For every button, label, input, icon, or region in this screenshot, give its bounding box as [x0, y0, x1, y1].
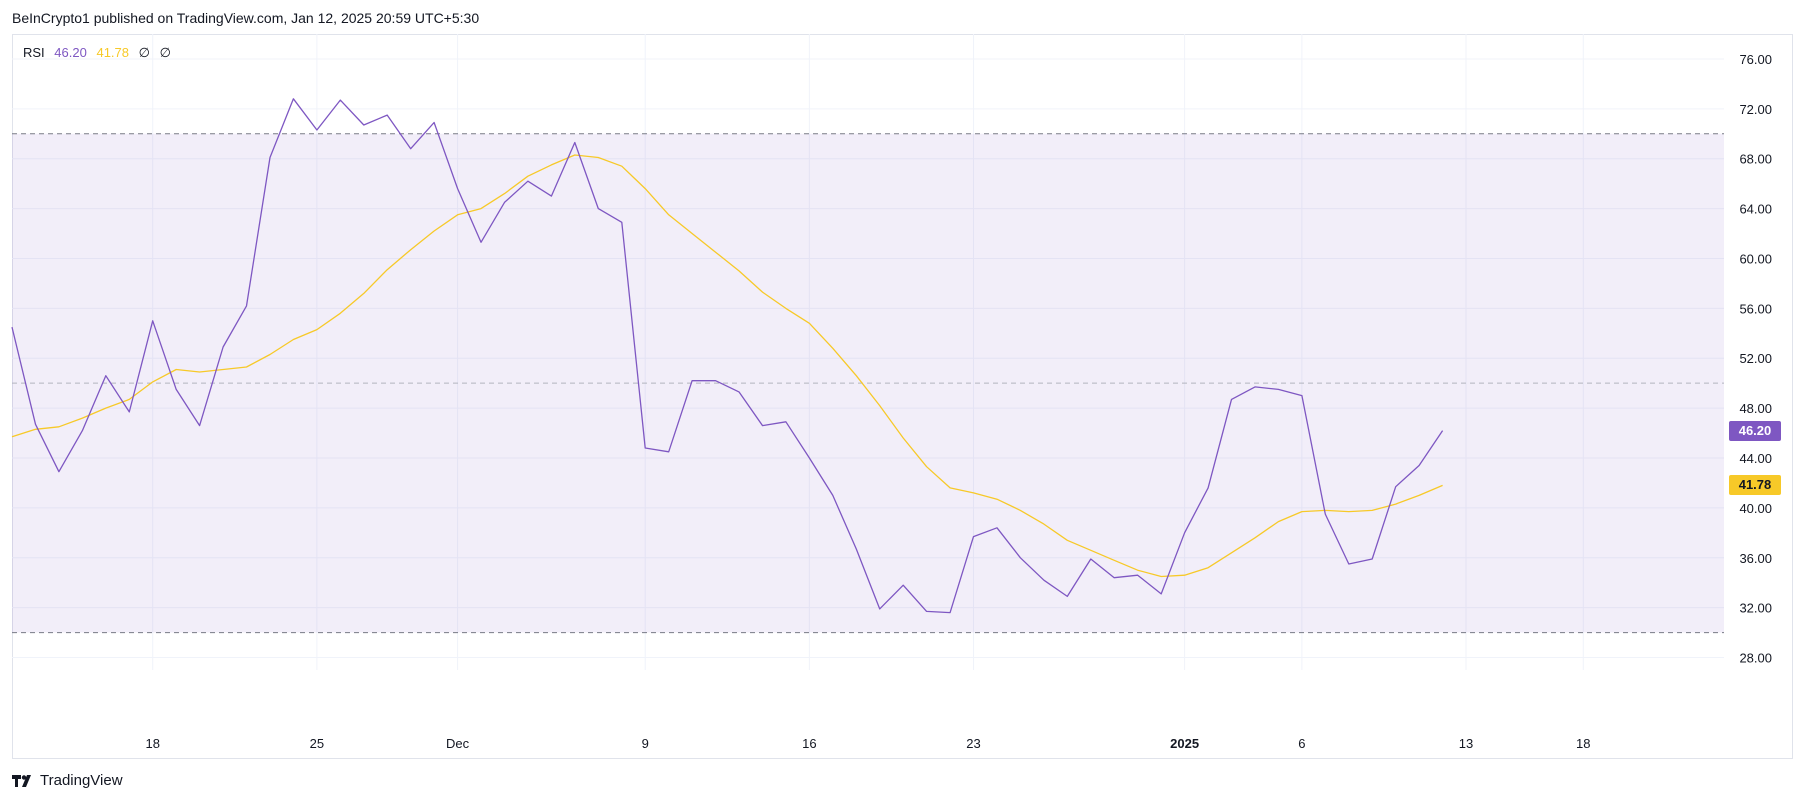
footer-brand: TradingView — [40, 772, 123, 789]
legend-empty-value-2: ∅ — [159, 45, 171, 60]
y-tick-label: 36.00 — [1739, 551, 1772, 566]
x-tick-label: 18 — [1576, 736, 1590, 751]
x-tick-label: 9 — [642, 736, 649, 751]
x-axis: 18 25 Dec 9 16 23 2025 6 13 18 — [145, 736, 1590, 751]
x-tick-label: 23 — [966, 736, 980, 751]
series-lines — [11, 98, 1444, 614]
tradingview-logo-icon — [12, 774, 31, 787]
ma-price-tag: 41.78 — [1729, 475, 1781, 496]
x-tick-label: 13 — [1459, 736, 1473, 751]
y-tick-label: 48.00 — [1739, 401, 1772, 416]
x-tick-label: 25 — [310, 736, 324, 751]
y-tick-label: 72.00 — [1739, 102, 1772, 117]
y-tick-label: 64.00 — [1739, 202, 1772, 217]
legend-empty-value-1: ∅ — [138, 45, 150, 60]
legend-ma-value: 41.78 — [96, 45, 130, 60]
publish-attribution: BeInCrypto1 published on TradingView.com… — [12, 10, 480, 26]
legend-rsi-value: 46.20 — [54, 45, 87, 60]
x-tick-label: 2025 — [1170, 736, 1199, 751]
rsi-ma-line — [11, 154, 1443, 578]
y-tick-label: 76.00 — [1739, 52, 1772, 67]
y-tick-label: 32.00 — [1739, 601, 1772, 616]
y-tick-label: 52.00 — [1739, 351, 1772, 366]
chart-frame — [12, 34, 1793, 759]
y-tick-label: 56.00 — [1739, 301, 1772, 316]
indicator-legend[interactable]: RSI 46.20 41.78 ∅ ∅ — [23, 45, 177, 61]
rsi-band — [12, 133, 1724, 634]
y-tick-label: 68.00 — [1739, 152, 1772, 167]
y-tick-label: 60.00 — [1739, 251, 1772, 266]
y-tick-label: 44.00 — [1739, 451, 1772, 466]
legend-indicator-name[interactable]: RSI — [23, 45, 45, 60]
tradingview-footer[interactable]: TradingView — [12, 772, 123, 789]
rsi-price-tag: 46.20 — [1729, 420, 1781, 441]
x-tick-label: Dec — [446, 736, 470, 751]
x-tick-label: 16 — [802, 736, 816, 751]
y-axis: 28.00 32.00 36.00 40.00 44.00 48.00 52.00 56.00… — [1739, 52, 1772, 666]
rsi-line — [11, 98, 1444, 614]
y-tick-label: 40.00 — [1739, 501, 1772, 516]
grid-lines — [12, 34, 1724, 670]
y-tick-label: 28.00 — [1739, 651, 1772, 666]
x-tick-label: 6 — [1298, 736, 1305, 751]
x-tick-label: 18 — [145, 736, 159, 751]
